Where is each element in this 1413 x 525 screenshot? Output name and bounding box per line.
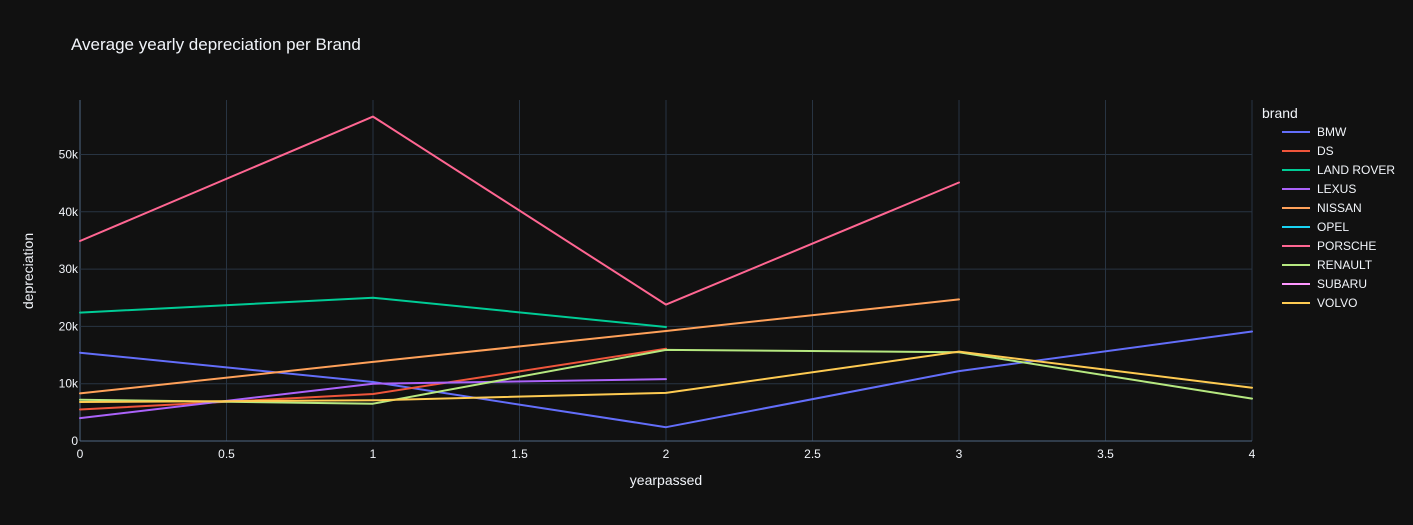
plot-area — [79, 115, 1253, 429]
legend-title: brand — [1262, 105, 1298, 121]
legend-label: OPEL — [1317, 220, 1349, 234]
y-axis-title: depreciation — [20, 233, 36, 309]
y-axis-ticks: 0 10k 20k 30k 40k 50k — [59, 147, 79, 448]
legend-label: RENAULT — [1317, 258, 1373, 272]
legend-item[interactable]: SUBARU — [1282, 277, 1367, 291]
y-tick-label: 10k — [59, 377, 79, 391]
x-tick-label: 2.5 — [804, 447, 821, 461]
y-tick-label: 50k — [59, 147, 79, 161]
y-tick-label: 40k — [59, 205, 79, 219]
x-tick-label: 1.5 — [511, 447, 528, 461]
legend-item[interactable]: DS — [1282, 144, 1334, 158]
legend-label: BMW — [1317, 125, 1347, 139]
chart-title: Average yearly depreciation per Brand — [71, 35, 361, 54]
series-line-nissan[interactable] — [79, 298, 960, 395]
legend-item[interactable]: LEXUS — [1282, 182, 1356, 196]
legend-label: VOLVO — [1317, 296, 1357, 310]
x-tick-label: 4 — [1249, 447, 1256, 461]
legend-item[interactable]: OPEL — [1282, 220, 1349, 234]
legend-label: LAND ROVER — [1317, 163, 1395, 177]
series-line-porsche[interactable] — [79, 115, 960, 306]
legend-item[interactable]: VOLVO — [1282, 296, 1357, 310]
legend-item[interactable]: BMW — [1282, 125, 1347, 139]
legend-label: DS — [1317, 144, 1334, 158]
x-axis-ticks: 0 0.5 1 1.5 2 2.5 3 3.5 4 — [77, 447, 1256, 461]
legend-item[interactable]: RENAULT — [1282, 258, 1373, 272]
x-tick-label: 3 — [956, 447, 963, 461]
y-tick-label: 20k — [59, 319, 79, 333]
legend-label: NISSAN — [1317, 201, 1362, 215]
x-tick-label: 0 — [77, 447, 84, 461]
legend-item[interactable]: NISSAN — [1282, 201, 1362, 215]
x-tick-label: 3.5 — [1097, 447, 1114, 461]
series-line-ds[interactable] — [79, 347, 667, 411]
series-line-renault[interactable] — [79, 348, 1253, 405]
legend-item[interactable]: LAND ROVER — [1282, 163, 1395, 177]
y-tick-label: 0 — [71, 434, 78, 448]
y-tick-label: 30k — [59, 262, 79, 276]
legend-label: SUBARU — [1317, 277, 1367, 291]
legend[interactable]: brand BMW DS LAND ROVER LEXUS NISSAN OPEL PORS… — [1262, 105, 1395, 310]
legend-label: PORSCHE — [1317, 239, 1376, 253]
legend-item[interactable]: PORSCHE — [1282, 239, 1376, 253]
x-tick-label: 0.5 — [218, 447, 235, 461]
x-axis-title: yearpassed — [630, 472, 702, 488]
x-tick-label: 2 — [663, 447, 670, 461]
series-line-lexus[interactable] — [79, 378, 667, 420]
x-tick-label: 1 — [370, 447, 377, 461]
series-line-land-rover[interactable] — [79, 296, 667, 328]
legend-label: LEXUS — [1317, 182, 1356, 196]
series-line-volvo[interactable] — [79, 350, 1253, 403]
gridlines — [79, 100, 1253, 442]
